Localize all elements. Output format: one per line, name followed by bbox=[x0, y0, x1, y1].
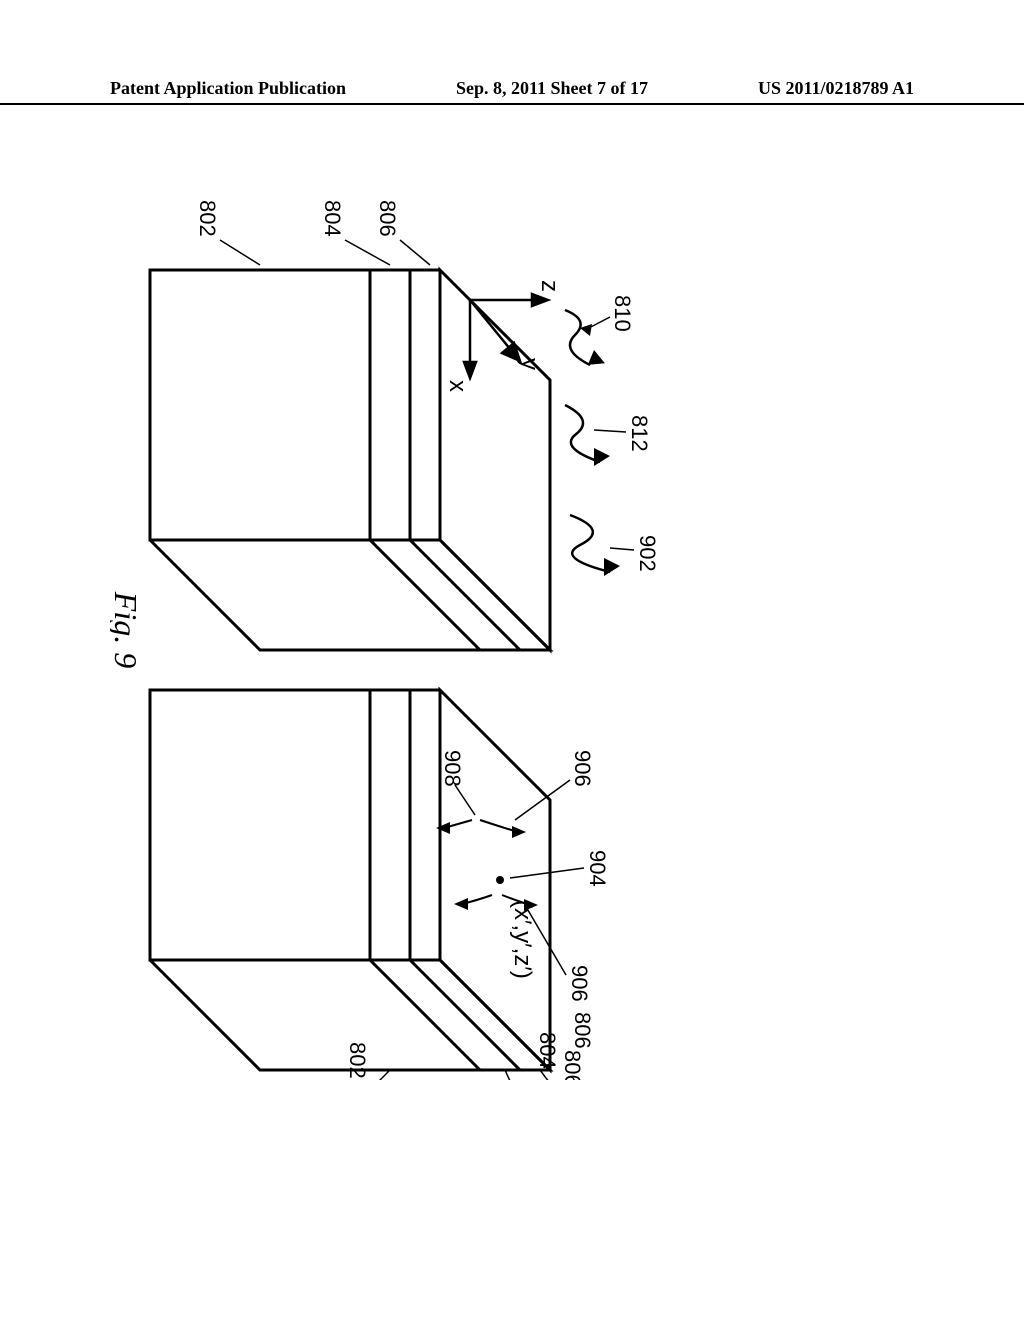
figure-9: z y x 806 804 802 810 bbox=[110, 180, 910, 1080]
axis-y-label: y bbox=[516, 358, 543, 370]
figure-caption: Fig. 9 bbox=[110, 591, 144, 668]
ref-806-right: 806 bbox=[560, 1050, 585, 1080]
wave-902 bbox=[570, 515, 620, 576]
wave-812 bbox=[565, 405, 610, 466]
wave-810 bbox=[565, 310, 608, 372]
ref-804-left: 804 bbox=[320, 200, 345, 237]
ref-802-left: 802 bbox=[195, 200, 220, 237]
ref-908: 908 bbox=[440, 750, 465, 787]
arrow-906-down bbox=[454, 895, 492, 910]
axis-x-label: x bbox=[444, 380, 471, 392]
ref-806-r: 806 bbox=[570, 1012, 595, 1049]
ref-906b: 906 bbox=[567, 965, 592, 1002]
ref-906a: 906 bbox=[570, 750, 595, 787]
left-block: z y x 806 804 802 810 bbox=[150, 200, 660, 650]
header-center: Sep. 8, 2011 Sheet 7 of 17 bbox=[456, 78, 648, 99]
ref-802-r: 802 bbox=[345, 1042, 370, 1079]
arrow-908-up bbox=[480, 820, 526, 838]
ref-804-r: 804 bbox=[535, 1032, 560, 1069]
ref-904: 904 bbox=[585, 850, 610, 887]
ref-810: 810 bbox=[610, 295, 635, 332]
axis-z-label: z bbox=[536, 280, 563, 292]
header-right: US 2011/0218789 A1 bbox=[758, 78, 914, 99]
coord-point bbox=[496, 876, 504, 884]
header-left: Patent Application Publication bbox=[110, 78, 346, 99]
ref-812: 812 bbox=[627, 415, 652, 452]
right-block: (x′,y′,z′) 904 906 bbox=[150, 690, 610, 1080]
ref-902: 902 bbox=[635, 535, 660, 572]
ref-806-left: 806 bbox=[375, 200, 400, 237]
coord-label: (x′,y′,z′) bbox=[509, 900, 536, 979]
page-header: Patent Application Publication Sep. 8, 2… bbox=[0, 78, 1024, 105]
